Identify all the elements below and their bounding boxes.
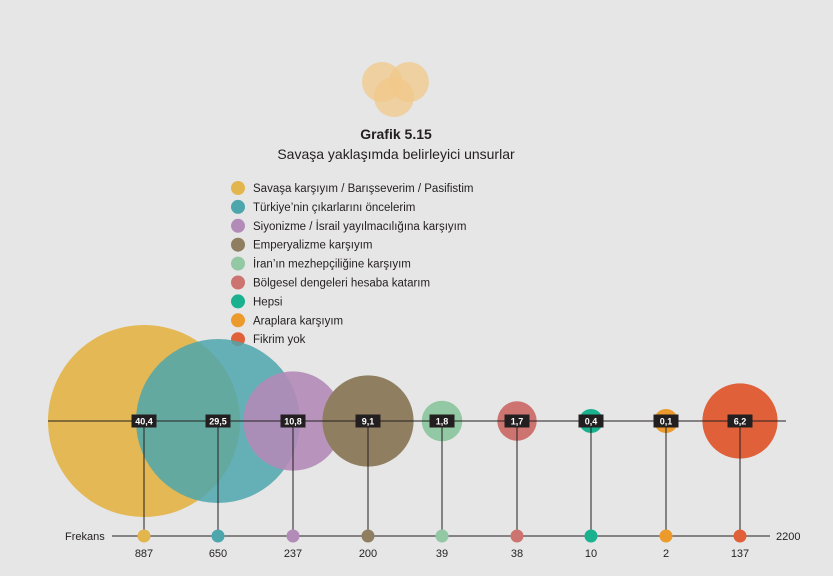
axis-layer: [48, 420, 786, 543]
value-label: 0,1: [660, 416, 673, 426]
frequency-marker: [137, 529, 151, 543]
frequency-axis-label: Frekans: [65, 531, 105, 543]
frequency-label: 2: [663, 548, 669, 560]
chart-subtitle: Savaşa yaklaşımda belirleyici unsurlar: [277, 146, 515, 162]
legend-label: Savaşa karşıyım / Barışseverim / Pasifis…: [253, 183, 473, 195]
legend-marker: [231, 256, 245, 271]
value-label-box: [355, 414, 381, 428]
frequency-label: 137: [731, 548, 749, 560]
value-label: 0,4: [585, 416, 598, 426]
frequency-marker: [286, 529, 300, 543]
value-label-box: [653, 414, 679, 428]
frequency-marker: [510, 529, 524, 543]
value-label: 1,8: [436, 416, 449, 426]
grafik-logo-icon: [362, 62, 429, 117]
chart-title: Grafik 5.15: [360, 126, 432, 142]
legend-label: Hepsi: [253, 296, 282, 308]
value-label: 6,2: [734, 416, 747, 426]
frequency-marker: [361, 529, 375, 543]
legend-label: Bölgesel dengeleri hesaba katarım: [253, 278, 430, 290]
frequency-marker: [211, 529, 225, 543]
legend-label: Fikrim yok: [253, 334, 306, 346]
frequency-label: 237: [284, 548, 302, 560]
frequency-label: 10: [585, 548, 597, 560]
frequency-total-label: 2200: [776, 531, 800, 543]
value-label-box: [578, 414, 604, 428]
value-label: 40,4: [135, 416, 153, 426]
legend-marker: [231, 237, 245, 252]
legend-marker: [231, 199, 245, 214]
frequency-label: 38: [511, 548, 523, 560]
legend-marker: [231, 218, 245, 233]
frequency-marker: [435, 529, 449, 543]
value-label: 10,8: [284, 416, 302, 426]
value-label-box: [727, 414, 753, 428]
value-label-box: [504, 414, 530, 428]
frequency-label: 39: [436, 548, 448, 560]
value-label: 9,1: [362, 416, 375, 426]
legend-label: Türkiye’nin çıkarlarını öncelerim: [253, 202, 415, 214]
legend-marker: [231, 275, 245, 290]
legend-marker: [231, 294, 245, 309]
value-label: 29,5: [209, 416, 227, 426]
frequency-label: 200: [359, 548, 377, 560]
value-label-box: [280, 414, 306, 428]
legend-label: Emperyalizme karşıyım: [253, 240, 373, 252]
value-label-box: [205, 414, 231, 428]
legend-label: İran’ın mezhepçiliğine karşıyım: [253, 258, 411, 271]
legend-label: Siyonizme / İsrail yayılmacılığına karşı…: [253, 220, 466, 233]
legend: Savaşa karşıyım / Barışseverim / Pasifis…: [231, 181, 473, 347]
frequency-marker: [733, 529, 747, 543]
legend-marker: [231, 313, 245, 328]
frequency-marker: [584, 529, 598, 543]
value-label-box: [429, 414, 455, 428]
frequency-label: 887: [135, 548, 153, 560]
value-label: 1,7: [511, 416, 524, 426]
value-label-box: [131, 414, 157, 428]
legend-marker: [231, 181, 245, 195]
frequency-marker: [659, 529, 673, 543]
label-layer: 887 650 237 200 39 38 10 2 137 40,4 29,5 10,8 9,1 1,8…: [65, 414, 800, 560]
frequency-label: 650: [209, 548, 227, 560]
legend-label: Araplara karşıyım: [253, 315, 343, 327]
